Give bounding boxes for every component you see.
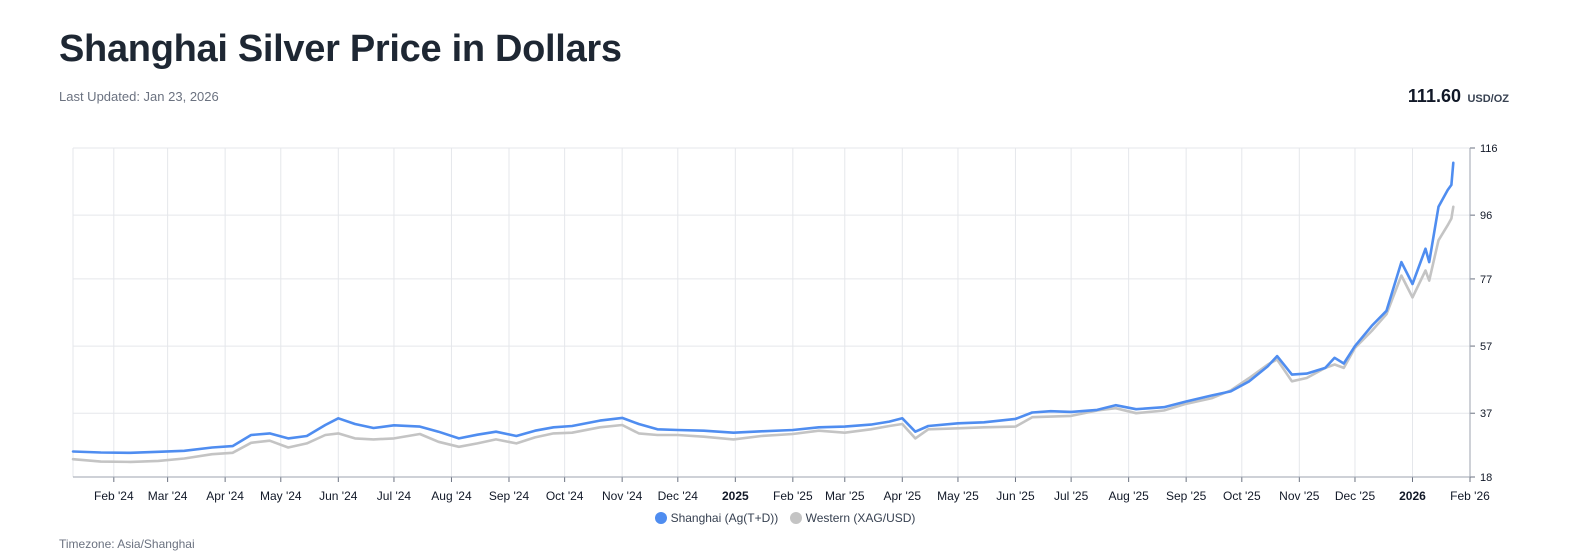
legend-item-shanghai[interactable]: Shanghai (Ag(T+D)) xyxy=(654,511,779,525)
y-tick-label: 57 xyxy=(1480,341,1492,353)
price-line-chart[interactable]: 116 96 77 57 37 18 Feb '24 Mar '24 Apr '24 May '… xyxy=(0,0,1591,510)
series-line-shanghai xyxy=(71,161,1455,455)
x-tick-label: Jul '24 xyxy=(377,489,412,503)
y-tick-label: 116 xyxy=(1480,143,1498,155)
legend-swatch-western xyxy=(789,512,802,524)
y-tick-label: 37 xyxy=(1480,408,1492,420)
x-tick-label: Aug '25 xyxy=(1108,489,1149,503)
y-tick-label: 96 xyxy=(1480,210,1492,222)
page-title: Shanghai Silver Price in Dollars xyxy=(59,28,622,70)
chart-legend: Shanghai (Ag(T+D)) Western (XAG/USD) xyxy=(0,511,1570,527)
y-axis: 116 96 77 57 37 18 xyxy=(1469,143,1498,484)
x-tick-label: Jul '25 xyxy=(1054,489,1089,503)
x-tick-label: Nov '25 xyxy=(1279,489,1320,503)
price-unit: USD/OZ xyxy=(1467,93,1509,105)
grid-layer xyxy=(72,147,1471,478)
x-tick-label: May '25 xyxy=(937,489,979,503)
x-tick-label: Aug '24 xyxy=(431,489,472,503)
x-tick-label: Dec '25 xyxy=(1335,489,1376,503)
x-tick-label: Jun '25 xyxy=(996,489,1035,503)
x-tick-label: Jun '24 xyxy=(319,489,358,503)
x-tick-label: May '24 xyxy=(260,489,302,503)
y-tick-label: 77 xyxy=(1480,274,1492,286)
current-price: 111.60 USD/OZ xyxy=(1408,86,1509,107)
x-axis: Feb '24 Mar '24 Apr '24 May '24 Jun '24 Jul '… xyxy=(73,476,1490,503)
x-tick-label: Oct '25 xyxy=(1223,489,1261,503)
legend-swatch-shanghai xyxy=(654,512,667,524)
legend-label-shanghai: Shanghai (Ag(T+D)) xyxy=(670,511,779,525)
x-tick-label: Nov '24 xyxy=(602,489,643,503)
legend-label-western: Western (XAG/USD) xyxy=(805,511,916,525)
x-tick-label: Feb '26 xyxy=(1450,489,1490,503)
x-tick-label: 2025 xyxy=(722,489,749,503)
x-tick-label: Feb '25 xyxy=(773,489,813,503)
price-value: 111.60 xyxy=(1407,86,1461,106)
x-tick-label: Apr '25 xyxy=(883,489,921,503)
series-layer xyxy=(71,161,1455,464)
x-tick-label: Feb '24 xyxy=(94,489,134,503)
x-tick-label: Dec '24 xyxy=(658,489,699,503)
x-tick-label: Mar '24 xyxy=(148,489,188,503)
x-tick-label: 2026 xyxy=(1399,489,1426,503)
x-tick-label: Sep '25 xyxy=(1166,489,1207,503)
x-tick-label: Sep '24 xyxy=(489,489,530,503)
legend-item-western[interactable]: Western (XAG/USD) xyxy=(789,511,916,525)
x-tick-label: Apr '24 xyxy=(206,489,244,503)
last-updated-text: Last Updated: Jan 23, 2026 xyxy=(59,89,219,104)
y-tick-label: 18 xyxy=(1480,472,1492,484)
x-tick-label: Oct '24 xyxy=(546,489,584,503)
series-line-western xyxy=(71,205,1455,464)
x-tick-label: Mar '25 xyxy=(825,489,865,503)
timezone-note: Timezone: Asia/Shanghai xyxy=(59,537,195,551)
